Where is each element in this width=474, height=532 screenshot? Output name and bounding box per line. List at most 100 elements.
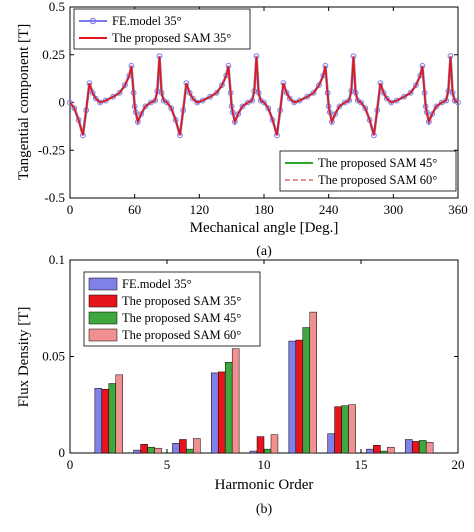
series-marker <box>92 95 99 102</box>
legend-box <box>279 150 457 192</box>
x-tick-label: 120 <box>190 202 210 217</box>
x-tick-label: 180 <box>254 202 274 217</box>
y-axis-label-a: Tangential component [T] <box>16 24 32 180</box>
series-marker <box>213 89 220 96</box>
series-marker <box>332 111 339 117</box>
y-tick-label: 0.05 <box>42 349 65 364</box>
series-marker <box>138 111 145 117</box>
series-marker <box>310 89 317 96</box>
series-marker <box>110 93 117 100</box>
series-marker <box>164 99 170 106</box>
bar <box>147 446 155 454</box>
legend-swatch <box>88 328 118 342</box>
series-marker <box>67 99 73 106</box>
bar <box>309 311 318 454</box>
legend-swatch <box>88 294 118 308</box>
legend-label: The proposed SAM 60° <box>122 328 241 342</box>
bar <box>231 348 240 454</box>
legend-label: FE.model 35° <box>112 14 182 28</box>
series-marker <box>239 103 246 110</box>
bar <box>295 339 304 454</box>
bar <box>270 434 279 454</box>
bar <box>101 389 110 454</box>
bar <box>210 372 219 454</box>
y-axis-label-b: Flux Density [T] <box>16 307 32 408</box>
legend-label: The proposed SAM 35° <box>112 31 231 45</box>
bar <box>387 446 395 454</box>
bar <box>373 445 381 454</box>
y-tick-label: -0.25 <box>38 142 65 157</box>
series-marker <box>383 95 390 102</box>
x-tick-label: 5 <box>164 457 171 472</box>
panel-label-a: (a) <box>256 244 272 259</box>
legend-label: The proposed SAM 45° <box>122 311 241 325</box>
series-marker <box>219 82 225 89</box>
series-marker <box>433 103 440 110</box>
bar <box>366 448 374 454</box>
line-chart-panel: 0 60 120 180 240 300 360 -0.5 -0.25 0 0.25 0.5 Mech… <box>16 0 468 259</box>
bar <box>302 327 311 454</box>
series-marker <box>393 97 400 104</box>
bar <box>224 362 233 454</box>
bar-chart-panel: 0 5 10 15 20 0 0.05 0.1 Harmonic Order Flux Den… <box>16 252 465 517</box>
bar <box>172 443 180 454</box>
series-marker <box>401 93 408 100</box>
series-marker <box>316 82 322 89</box>
bar <box>140 444 148 454</box>
series-marker <box>235 111 242 117</box>
series-marker <box>286 95 293 102</box>
bar <box>94 388 103 454</box>
y-tick-label: 0.25 <box>42 47 65 62</box>
bar <box>341 405 349 454</box>
bar <box>425 442 434 454</box>
bar <box>348 404 356 454</box>
legend-label: The proposed SAM 35° <box>122 294 241 308</box>
x-tick-label: 15 <box>355 457 368 472</box>
series-marker <box>207 93 214 100</box>
series-marker <box>283 89 290 96</box>
bar <box>249 450 258 454</box>
bar <box>411 441 420 454</box>
bar <box>404 439 413 454</box>
bar <box>217 371 226 454</box>
x-tick-label: 300 <box>384 202 404 217</box>
x-tick-label: 240 <box>319 202 339 217</box>
bar <box>418 440 427 454</box>
series-marker <box>362 105 369 112</box>
x-tick-label: 360 <box>448 202 468 217</box>
series-marker <box>358 99 364 106</box>
series-marker <box>304 93 311 100</box>
series-marker <box>186 89 193 96</box>
series-marker <box>265 105 272 112</box>
y-tick-label: -0.5 <box>44 190 65 205</box>
bar <box>256 436 265 454</box>
y-tick-label: 0.1 <box>49 252 65 267</box>
bar <box>179 439 187 454</box>
x-axis-label-a: Mechanical angle [Deg.] <box>190 220 339 236</box>
bar <box>288 340 297 454</box>
bar <box>154 447 162 454</box>
bar <box>380 450 388 454</box>
y-tick-label: 0 <box>59 445 66 460</box>
bar <box>334 406 342 454</box>
series-marker <box>189 95 196 102</box>
legend-box <box>73 8 251 50</box>
legend-label: FE.model 35° <box>122 277 192 291</box>
x-tick-label: 0 <box>67 457 74 472</box>
bar <box>193 438 201 454</box>
bar <box>186 448 194 454</box>
x-tick-label: 10 <box>258 457 271 472</box>
y-tick-label: 0.5 <box>49 0 65 14</box>
legend-swatch <box>88 311 118 325</box>
legend-marker <box>89 17 97 25</box>
x-tick-label: 60 <box>128 202 141 217</box>
bar <box>263 448 272 454</box>
y-tick-label: 0 <box>59 95 66 110</box>
x-tick-label: 0 <box>67 202 74 217</box>
bar <box>108 383 117 454</box>
series-marker <box>407 89 414 96</box>
bar <box>133 449 141 454</box>
legend-label: The proposed SAM 60° <box>318 173 437 187</box>
bar <box>327 433 335 454</box>
